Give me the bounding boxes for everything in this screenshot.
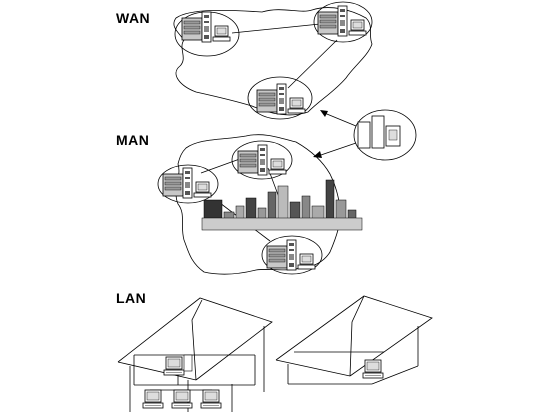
man-server-node-3 <box>261 235 323 275</box>
house-1 <box>117 297 273 412</box>
lan-label: LAN <box>116 290 147 306</box>
wan-server-node-3 <box>247 76 313 120</box>
wan-server-node-2 <box>313 1 373 43</box>
zoom-callout <box>313 109 417 161</box>
house-2-terminal <box>362 359 384 379</box>
wan-region-outline <box>173 7 373 116</box>
building-icon <box>357 115 401 149</box>
wan-server-node-1 <box>174 11 240 57</box>
house-1-upstairs-terminal <box>163 354 193 376</box>
man-label: MAN <box>116 132 150 148</box>
house-1-downstairs-terminals <box>142 389 222 409</box>
wan-label: WAN <box>116 10 151 26</box>
man-server-node-1 <box>231 140 293 180</box>
house-2 <box>275 295 433 385</box>
man-server-node-2 <box>157 164 219 204</box>
city-skyline <box>201 179 363 231</box>
